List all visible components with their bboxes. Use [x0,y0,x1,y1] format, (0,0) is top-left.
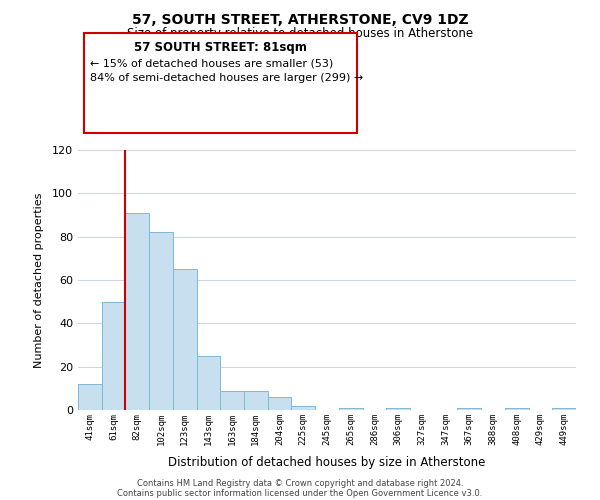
Bar [292,406,315,410]
Bar [149,232,173,410]
Bar [386,408,410,410]
Bar [457,408,481,410]
Bar [339,408,362,410]
Bar [268,397,292,410]
Text: ← 15% of detached houses are smaller (53): ← 15% of detached houses are smaller (53… [90,58,333,68]
Bar [505,408,529,410]
Text: 57 SOUTH STREET: 81sqm: 57 SOUTH STREET: 81sqm [134,42,307,54]
Text: 57, SOUTH STREET, ATHERSTONE, CV9 1DZ: 57, SOUTH STREET, ATHERSTONE, CV9 1DZ [131,12,469,26]
Bar [244,390,268,410]
X-axis label: Distribution of detached houses by size in Atherstone: Distribution of detached houses by size … [169,456,485,469]
Y-axis label: Number of detached properties: Number of detached properties [34,192,44,368]
Bar [102,302,125,410]
Bar [173,269,197,410]
Text: Size of property relative to detached houses in Atherstone: Size of property relative to detached ho… [127,28,473,40]
Bar [125,213,149,410]
Text: Contains public sector information licensed under the Open Government Licence v3: Contains public sector information licen… [118,488,482,498]
Bar [552,408,576,410]
Text: Contains HM Land Registry data © Crown copyright and database right 2024.: Contains HM Land Registry data © Crown c… [137,478,463,488]
Text: 84% of semi-detached houses are larger (299) →: 84% of semi-detached houses are larger (… [90,74,363,84]
Bar [197,356,220,410]
Bar [220,390,244,410]
Bar [78,384,102,410]
